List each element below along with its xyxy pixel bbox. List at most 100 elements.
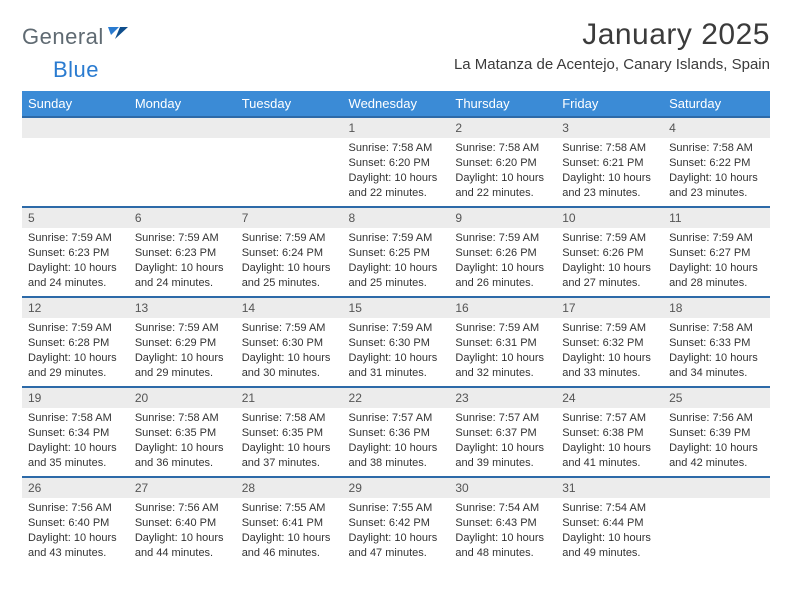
sunset-label: Sunset: [135,427,175,439]
sunrise-label: Sunrise: [455,412,498,424]
day-details: Sunrise: 7:58 AMSunset: 6:20 PMDaylight:… [449,138,556,204]
sunset-value: 6:21 PM [603,157,644,169]
sunrise-value: 7:58 AM [392,142,432,154]
day-number: 23 [449,388,556,408]
sunrise-label: Sunrise: [455,232,498,244]
sunset-value: 6:23 PM [68,247,109,259]
daylight-label: Daylight: [135,262,181,274]
day-number: 15 [343,298,450,318]
sunset-label: Sunset: [135,247,175,259]
sunset-value: 6:33 PM [709,337,750,349]
sunset-label: Sunset: [562,427,602,439]
sunset-label: Sunset: [242,427,282,439]
daylight-label: Daylight: [455,442,501,454]
sunrise-value: 7:58 AM [71,412,111,424]
day-details: Sunrise: 7:56 AMSunset: 6:40 PMDaylight:… [22,498,129,564]
calendar-cell [663,477,770,567]
sunrise-label: Sunrise: [349,322,392,334]
day-number: 2 [449,118,556,138]
sunset-value: 6:20 PM [389,157,430,169]
sunset-line: Sunset: 6:33 PM [669,336,764,351]
day-details: Sunrise: 7:58 AMSunset: 6:34 PMDaylight:… [22,408,129,474]
calendar-cell: 20Sunrise: 7:58 AMSunset: 6:35 PMDayligh… [129,387,236,477]
day-details: Sunrise: 7:54 AMSunset: 6:44 PMDaylight:… [556,498,663,564]
sunrise-line: Sunrise: 7:59 AM [28,321,123,336]
sunset-value: 6:22 PM [709,157,750,169]
sunset-line: Sunset: 6:27 PM [669,246,764,261]
sunrise-label: Sunrise: [135,232,178,244]
sunrise-label: Sunrise: [242,322,285,334]
sunset-label: Sunset: [455,517,495,529]
daylight-line: Daylight: 10 hours and 29 minutes. [28,351,123,381]
weekday-header: Friday [556,91,663,117]
sunset-label: Sunset: [562,157,602,169]
calendar-cell: 11Sunrise: 7:59 AMSunset: 6:27 PMDayligh… [663,207,770,297]
day-number: 1 [343,118,450,138]
sunrise-label: Sunrise: [135,502,178,514]
sunrise-value: 7:57 AM [392,412,432,424]
sunset-label: Sunset: [349,517,389,529]
sunrise-value: 7:58 AM [285,412,325,424]
daylight-line: Daylight: 10 hours and 47 minutes. [349,531,444,561]
sunrise-label: Sunrise: [242,232,285,244]
calendar-cell: 21Sunrise: 7:58 AMSunset: 6:35 PMDayligh… [236,387,343,477]
sunrise-value: 7:59 AM [178,232,218,244]
daylight-label: Daylight: [242,442,288,454]
calendar-cell: 16Sunrise: 7:59 AMSunset: 6:31 PMDayligh… [449,297,556,387]
sunset-line: Sunset: 6:26 PM [562,246,657,261]
sunset-line: Sunset: 6:38 PM [562,426,657,441]
day-number: 19 [22,388,129,408]
sunrise-value: 7:56 AM [712,412,752,424]
sunrise-line: Sunrise: 7:55 AM [242,501,337,516]
daylight-label: Daylight: [242,532,288,544]
sunrise-line: Sunrise: 7:59 AM [349,321,444,336]
day-number-bar [663,478,770,498]
sunrise-value: 7:59 AM [499,232,539,244]
daylight-line: Daylight: 10 hours and 35 minutes. [28,441,123,471]
sunrise-label: Sunrise: [28,232,71,244]
sunrise-value: 7:59 AM [606,232,646,244]
sunrise-value: 7:54 AM [606,502,646,514]
sunset-value: 6:36 PM [389,427,430,439]
calendar-cell: 14Sunrise: 7:59 AMSunset: 6:30 PMDayligh… [236,297,343,387]
calendar-cell: 24Sunrise: 7:57 AMSunset: 6:38 PMDayligh… [556,387,663,477]
daylight-line: Daylight: 10 hours and 44 minutes. [135,531,230,561]
calendar-cell: 9Sunrise: 7:59 AMSunset: 6:26 PMDaylight… [449,207,556,297]
calendar-cell: 22Sunrise: 7:57 AMSunset: 6:36 PMDayligh… [343,387,450,477]
day-number: 25 [663,388,770,408]
day-number: 12 [22,298,129,318]
day-number: 27 [129,478,236,498]
day-details: Sunrise: 7:59 AMSunset: 6:26 PMDaylight:… [556,228,663,294]
sunrise-line: Sunrise: 7:59 AM [562,231,657,246]
daylight-line: Daylight: 10 hours and 37 minutes. [242,441,337,471]
page-title: January 2025 [454,18,770,52]
sunrise-label: Sunrise: [135,322,178,334]
calendar-cell: 12Sunrise: 7:59 AMSunset: 6:28 PMDayligh… [22,297,129,387]
daylight-line: Daylight: 10 hours and 23 minutes. [669,171,764,201]
daylight-label: Daylight: [562,532,608,544]
calendar-cell: 6Sunrise: 7:59 AMSunset: 6:23 PMDaylight… [129,207,236,297]
daylight-label: Daylight: [28,262,74,274]
sunset-label: Sunset: [562,337,602,349]
sunset-label: Sunset: [669,247,709,259]
sunset-value: 6:39 PM [709,427,750,439]
day-number: 14 [236,298,343,318]
sunrise-value: 7:55 AM [285,502,325,514]
daylight-label: Daylight: [455,262,501,274]
day-details: Sunrise: 7:57 AMSunset: 6:37 PMDaylight:… [449,408,556,474]
sunset-label: Sunset: [135,517,175,529]
sunrise-label: Sunrise: [349,142,392,154]
calendar-cell: 13Sunrise: 7:59 AMSunset: 6:29 PMDayligh… [129,297,236,387]
sunrise-line: Sunrise: 7:58 AM [28,411,123,426]
weekday-header: Sunday [22,91,129,117]
sunrise-label: Sunrise: [349,502,392,514]
daylight-label: Daylight: [562,352,608,364]
day-number-bar [129,118,236,138]
sunset-value: 6:24 PM [282,247,323,259]
daylight-label: Daylight: [349,442,395,454]
calendar-cell: 27Sunrise: 7:56 AMSunset: 6:40 PMDayligh… [129,477,236,567]
sunrise-value: 7:57 AM [606,412,646,424]
daylight-label: Daylight: [349,172,395,184]
sunset-label: Sunset: [669,427,709,439]
daylight-line: Daylight: 10 hours and 26 minutes. [455,261,550,291]
